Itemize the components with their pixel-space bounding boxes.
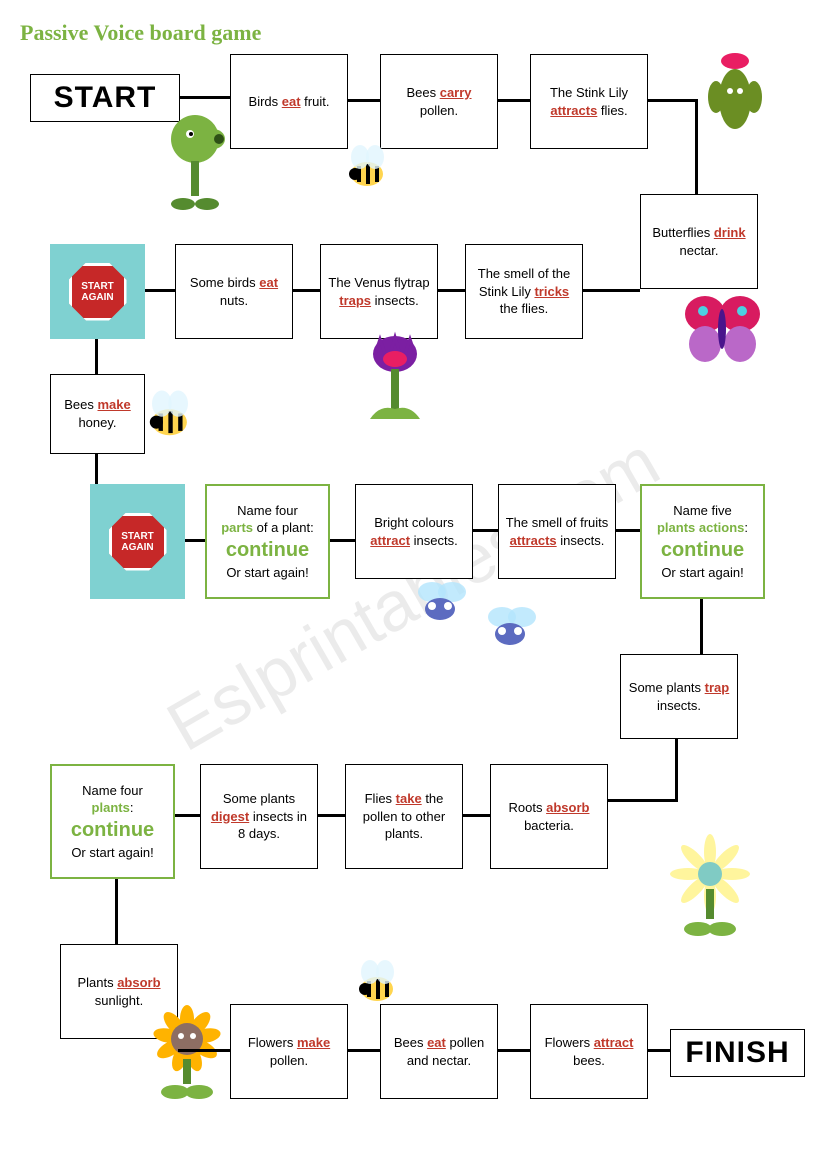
text: The smell of the Stink Lily tricks the f…	[472, 265, 576, 318]
connector	[330, 539, 355, 542]
connector	[348, 99, 380, 102]
connector	[700, 599, 703, 654]
connector	[178, 1049, 230, 1052]
cell-r2c4: The smell of the Stink Lily tricks the f…	[465, 244, 583, 339]
connector	[498, 99, 530, 102]
connector	[648, 1049, 670, 1052]
cell-r5c1: Name fourplants: continue Or start again…	[50, 764, 175, 879]
fly-icon	[480, 599, 540, 654]
connector	[498, 1049, 530, 1052]
cell-r2c5: Butterflies drink nectar.	[640, 194, 758, 289]
continue-label: continue	[226, 537, 309, 564]
cell-r4c4: The smell of fruits attracts insects.	[498, 484, 616, 579]
fly-icon	[410, 574, 470, 629]
cell-r6c4: Flowers attract bees.	[530, 1004, 648, 1099]
cell-r5c4: Roots absorb bacteria.	[490, 764, 608, 869]
connector	[95, 339, 98, 374]
butterfly-icon	[675, 289, 770, 374]
cell-r5c5: Some plants trap insects.	[620, 654, 738, 739]
connector	[473, 529, 498, 532]
bee-icon	[350, 954, 405, 1009]
cell-r5c2: Some plants digest insects in 8 days.	[200, 764, 318, 869]
cell-r2c2: Some birds eat nuts.	[175, 244, 293, 339]
connector	[675, 739, 678, 799]
text: Bees make honey.	[57, 396, 138, 431]
continue-label: continue	[661, 537, 744, 564]
connector	[648, 99, 698, 102]
text: Flowers make pollen.	[237, 1034, 341, 1069]
cell-r6c2: Flowers make pollen.	[230, 1004, 348, 1099]
start-label: START	[54, 78, 157, 119]
text: Name fourparts of a plant:	[221, 502, 314, 537]
text: Some plants trap insects.	[627, 679, 731, 714]
page-title: Passive Voice board game	[20, 20, 806, 46]
sunflower-icon	[145, 1004, 230, 1104]
text: Bright colours attract insects.	[362, 514, 466, 549]
cell-r1c3: Bees carry pollen.	[380, 54, 498, 149]
text: Some plants digest insects in 8 days.	[207, 790, 311, 843]
text: Flowers attract bees.	[537, 1034, 641, 1069]
connector	[185, 539, 205, 542]
bee-icon	[340, 139, 395, 194]
cactus-icon	[700, 49, 770, 139]
text: Bees carry pollen.	[387, 84, 491, 119]
continue-label: continue	[71, 817, 154, 844]
cell-r4c5: Name fiveplants actions: continue Or sta…	[640, 484, 765, 599]
text: Name fourplants:	[82, 782, 143, 817]
connector	[438, 289, 465, 292]
stop-sign-icon: START AGAIN	[109, 513, 167, 571]
connector	[608, 799, 678, 802]
text: Butterflies drink nectar.	[647, 224, 751, 259]
connector	[175, 814, 200, 817]
connector	[583, 289, 640, 292]
finish-label: FINISH	[685, 1033, 789, 1074]
connector	[180, 96, 230, 99]
text: Roots absorb bacteria.	[497, 799, 601, 834]
text: Flies take the pollen to other plants.	[352, 790, 456, 843]
connector	[293, 289, 320, 292]
peashooter-icon	[155, 109, 240, 219]
or-start: Or start again!	[71, 844, 153, 862]
flytrap-icon	[350, 329, 440, 439]
connector	[145, 289, 175, 292]
connector	[616, 529, 640, 532]
start-again-cell-2: START AGAIN	[90, 484, 185, 599]
finish-cell: FINISH	[670, 1029, 805, 1077]
cell-r6c3: Bees eat pollen and nectar.	[380, 1004, 498, 1099]
text: Bees eat pollen and nectar.	[387, 1034, 491, 1069]
text: Birds eat fruit.	[249, 93, 330, 111]
cell-r1c4: The Stink Lily attracts flies.	[530, 54, 648, 149]
text: Some birds eat nuts.	[182, 274, 286, 309]
cell-r5c3: Flies take the pollen to other plants.	[345, 764, 463, 869]
connector	[695, 99, 698, 194]
connector	[115, 879, 118, 944]
connector	[318, 814, 345, 817]
cell-r4c3: Bright colours attract insects.	[355, 484, 473, 579]
bee-icon	[140, 384, 200, 444]
connector	[95, 454, 98, 484]
text: The Venus flytrap traps insects.	[327, 274, 431, 309]
cell-r3c1: Bees make honey.	[50, 374, 145, 454]
or-start: Or start again!	[661, 564, 743, 582]
text: The smell of fruits attracts insects.	[505, 514, 609, 549]
board: Eslprintables.com START Birds eat fruit.…	[20, 54, 806, 1134]
cell-r2c3: The Venus flytrap traps insects.	[320, 244, 438, 339]
text: Name fiveplants actions:	[657, 502, 748, 537]
stop-sign-icon: START AGAIN	[69, 263, 127, 321]
flower-icon	[660, 834, 760, 944]
cell-r1c2: Birds eat fruit.	[230, 54, 348, 149]
connector	[463, 814, 490, 817]
text: The Stink Lily attracts flies.	[537, 84, 641, 119]
connector	[348, 1049, 380, 1052]
cell-r4c2: Name fourparts of a plant: continue Or s…	[205, 484, 330, 599]
or-start: Or start again!	[226, 564, 308, 582]
start-again-cell-1: START AGAIN	[50, 244, 145, 339]
